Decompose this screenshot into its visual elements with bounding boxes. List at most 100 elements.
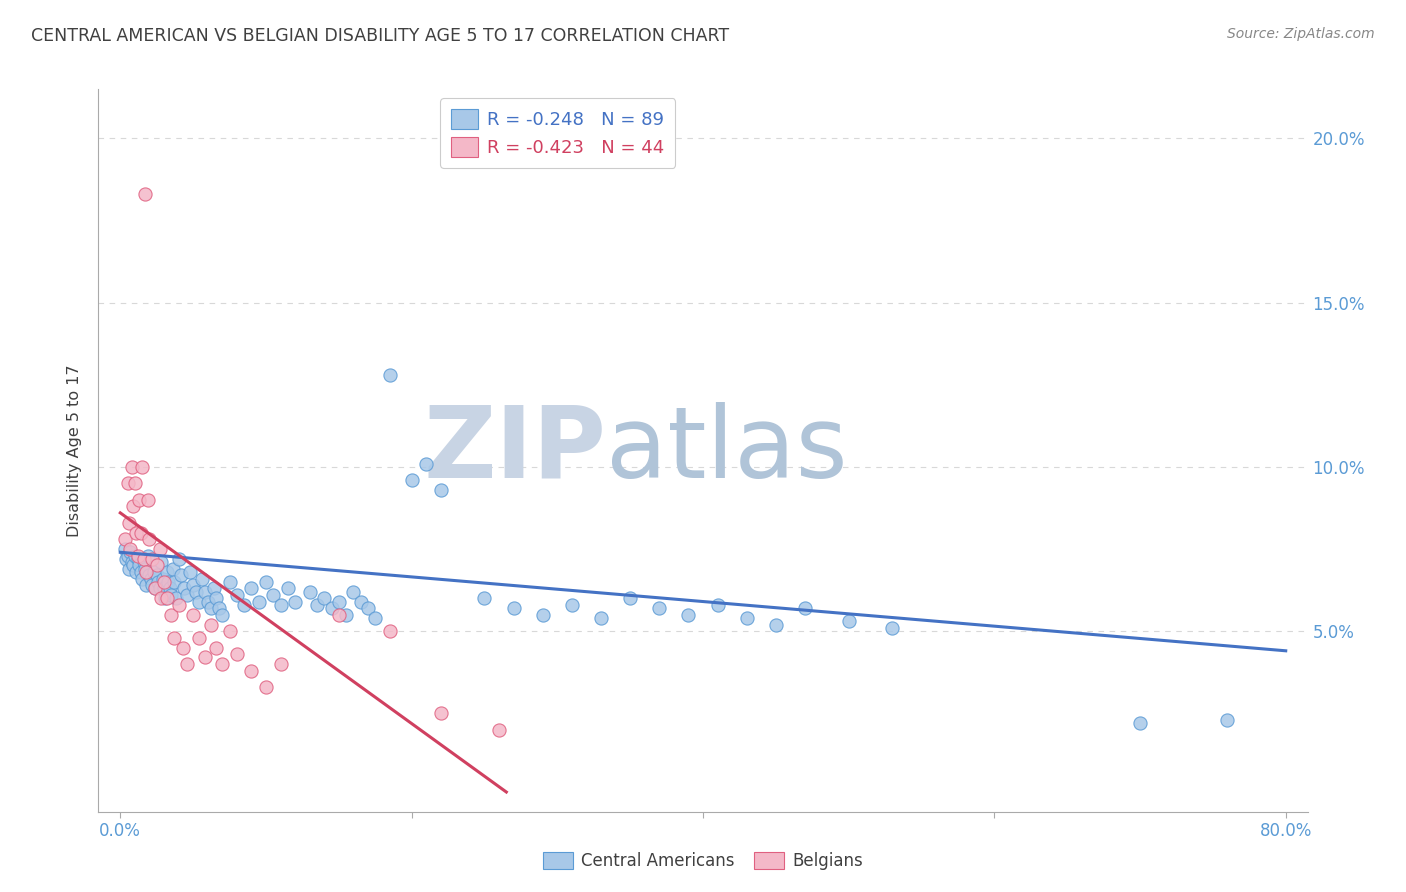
Point bbox=[205, 591, 228, 606]
Point bbox=[118, 516, 141, 530]
Point bbox=[350, 594, 373, 608]
Point bbox=[127, 551, 149, 566]
Point bbox=[117, 476, 139, 491]
Point bbox=[124, 476, 146, 491]
Point bbox=[163, 574, 186, 589]
Point bbox=[159, 582, 181, 596]
Point bbox=[200, 617, 222, 632]
Point bbox=[194, 650, 217, 665]
Point bbox=[136, 549, 159, 563]
Point bbox=[184, 584, 207, 599]
Point bbox=[648, 601, 671, 615]
Point bbox=[415, 457, 437, 471]
Point bbox=[211, 607, 233, 622]
Point bbox=[149, 541, 172, 556]
Point bbox=[120, 541, 142, 556]
Point bbox=[378, 368, 401, 382]
Point bbox=[488, 723, 510, 737]
Point bbox=[134, 187, 156, 202]
Point bbox=[233, 598, 256, 612]
Point bbox=[364, 611, 387, 625]
Point bbox=[145, 558, 167, 573]
Point bbox=[163, 631, 186, 645]
Point bbox=[321, 601, 343, 615]
Point bbox=[134, 562, 156, 576]
Point bbox=[225, 647, 247, 661]
Point bbox=[589, 611, 612, 625]
Point bbox=[882, 621, 904, 635]
Point bbox=[173, 582, 195, 596]
Point bbox=[149, 582, 172, 596]
Point bbox=[342, 584, 364, 599]
Point bbox=[194, 584, 217, 599]
Point bbox=[254, 680, 277, 694]
Point bbox=[247, 594, 270, 608]
Point bbox=[136, 492, 159, 507]
Point bbox=[794, 601, 817, 615]
Point bbox=[156, 565, 179, 579]
Point bbox=[429, 706, 451, 721]
Point bbox=[122, 500, 145, 514]
Point bbox=[240, 582, 263, 596]
Text: CENTRAL AMERICAN VS BELGIAN DISABILITY AGE 5 TO 17 CORRELATION CHART: CENTRAL AMERICAN VS BELGIAN DISABILITY A… bbox=[31, 27, 730, 45]
Point bbox=[160, 588, 183, 602]
Point bbox=[225, 588, 247, 602]
Point bbox=[157, 574, 180, 589]
Point bbox=[135, 565, 157, 579]
Point bbox=[172, 640, 194, 655]
Point bbox=[270, 598, 292, 612]
Point bbox=[141, 551, 163, 566]
Point bbox=[143, 582, 166, 596]
Point bbox=[139, 572, 162, 586]
Point bbox=[191, 572, 214, 586]
Point bbox=[156, 591, 179, 606]
Legend: Central Americans, Belgians: Central Americans, Belgians bbox=[536, 845, 870, 877]
Point bbox=[131, 459, 153, 474]
Point bbox=[128, 492, 150, 507]
Point bbox=[205, 640, 228, 655]
Point bbox=[121, 459, 143, 474]
Point bbox=[131, 572, 153, 586]
Point bbox=[531, 607, 554, 622]
Point bbox=[145, 568, 167, 582]
Point bbox=[176, 657, 198, 671]
Point bbox=[114, 541, 136, 556]
Point bbox=[328, 607, 350, 622]
Point bbox=[179, 565, 201, 579]
Point bbox=[129, 565, 152, 579]
Point bbox=[240, 664, 263, 678]
Point bbox=[127, 549, 149, 563]
Point bbox=[197, 594, 219, 608]
Point bbox=[146, 574, 169, 589]
Point bbox=[155, 591, 177, 606]
Point bbox=[277, 582, 299, 596]
Point bbox=[128, 558, 150, 573]
Point bbox=[262, 588, 284, 602]
Point bbox=[335, 607, 357, 622]
Point bbox=[305, 598, 328, 612]
Point bbox=[1129, 716, 1152, 731]
Point bbox=[218, 574, 240, 589]
Point bbox=[125, 565, 148, 579]
Point bbox=[208, 601, 231, 615]
Point bbox=[150, 591, 173, 606]
Point bbox=[561, 598, 583, 612]
Point bbox=[765, 617, 787, 632]
Point bbox=[735, 611, 758, 625]
Point bbox=[211, 657, 233, 671]
Text: atlas: atlas bbox=[606, 402, 848, 499]
Point bbox=[378, 624, 401, 639]
Point bbox=[141, 578, 163, 592]
Point bbox=[138, 568, 160, 582]
Point bbox=[121, 555, 143, 569]
Point bbox=[143, 582, 166, 596]
Point bbox=[153, 574, 176, 589]
Point bbox=[187, 631, 209, 645]
Point bbox=[135, 578, 157, 592]
Point bbox=[200, 601, 222, 615]
Point bbox=[160, 607, 183, 622]
Point bbox=[122, 558, 145, 573]
Point bbox=[125, 525, 148, 540]
Point bbox=[270, 657, 292, 671]
Point bbox=[619, 591, 641, 606]
